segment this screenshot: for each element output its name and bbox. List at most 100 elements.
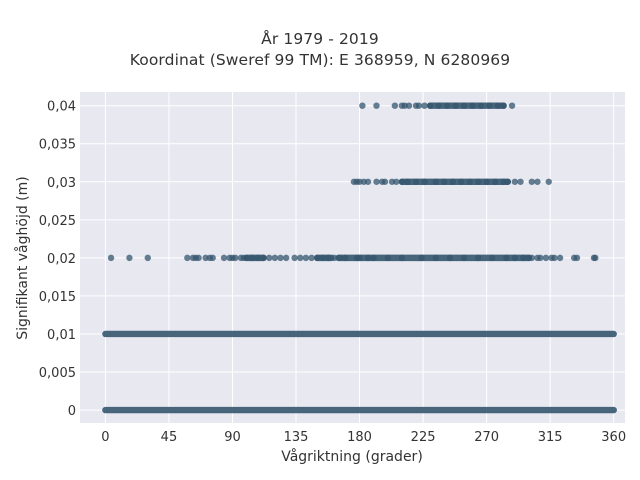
- data-point: [511, 254, 519, 262]
- tick-labels: 0 45 90 135 180 225 270 315 360 0 0,005 0,01 0,015 0,…: [39, 100, 626, 445]
- data-point: [291, 254, 298, 262]
- data-point: [418, 254, 425, 262]
- data-point: [545, 178, 552, 185]
- chart-title-line-1: År 1979 - 2019: [261, 30, 379, 48]
- data-point: [556, 254, 564, 262]
- data-point: [232, 254, 239, 262]
- x-tick-label: 270: [474, 430, 499, 445]
- data-point: [441, 178, 448, 185]
- data-point: [452, 102, 459, 109]
- data-point: [592, 254, 599, 262]
- data-point: [477, 102, 485, 109]
- data-point: [393, 178, 400, 185]
- data-point: [469, 102, 476, 109]
- data-point: [325, 254, 332, 262]
- x-tick-label: 180: [347, 430, 372, 445]
- data-point: [503, 254, 510, 262]
- data-point: [265, 254, 273, 262]
- data-point: [466, 178, 473, 185]
- data-point: [184, 254, 191, 262]
- data-point: [209, 254, 216, 262]
- x-tick-label: 135: [284, 430, 309, 445]
- x-tick-label: 90: [224, 430, 241, 445]
- data-point: [551, 254, 558, 262]
- y-tick-label: 0,005: [39, 366, 76, 381]
- data-point: [421, 102, 428, 109]
- chart-title-line-2: Koordinat (Sweref 99 TM): E 368959, N 62…: [129, 51, 511, 69]
- y-axis-label: Signifikant våghöjd (m): [14, 176, 31, 339]
- data-point: [277, 254, 284, 262]
- data-point: [314, 254, 321, 262]
- data-point: [330, 254, 338, 262]
- data-point: [384, 254, 391, 262]
- data-point: [342, 254, 349, 262]
- data-point: [364, 254, 372, 262]
- data-point: [107, 254, 115, 262]
- data-point: [381, 178, 389, 185]
- data-point: [282, 254, 290, 262]
- y-tick-label: 0,04: [47, 100, 76, 115]
- data-point: [483, 178, 490, 185]
- data-point: [486, 102, 493, 109]
- data-point: [364, 178, 372, 185]
- data-points: [102, 102, 617, 414]
- data-point: [460, 102, 468, 109]
- data-point: [537, 254, 544, 262]
- data-point: [500, 102, 507, 109]
- data-point: [271, 254, 279, 262]
- x-tick-label: 0: [101, 430, 109, 445]
- data-point: [126, 254, 133, 262]
- x-axis-label: Vågriktning (grader): [281, 448, 423, 465]
- data-point: [432, 254, 440, 262]
- data-point: [426, 102, 434, 109]
- data-point: [494, 102, 502, 109]
- data-point: [249, 254, 256, 262]
- dense-point-cluster: [102, 330, 617, 338]
- data-point: [220, 254, 228, 262]
- data-point: [297, 254, 304, 262]
- data-point: [474, 178, 482, 185]
- data-point: [520, 254, 527, 262]
- data-point: [449, 178, 456, 185]
- data-point: [528, 254, 536, 262]
- data-point: [415, 102, 423, 109]
- data-point: [446, 254, 454, 262]
- y-tick-label: 0,025: [39, 214, 76, 229]
- y-tick-label: 0,01: [47, 328, 76, 343]
- data-point: [474, 254, 482, 262]
- data-point: [504, 178, 512, 185]
- data-point: [373, 102, 380, 109]
- data-point: [336, 254, 343, 262]
- x-tick-label: 45: [161, 430, 178, 445]
- x-tick-label: 225: [411, 430, 436, 445]
- data-point: [458, 178, 465, 185]
- data-point: [373, 178, 380, 185]
- data-point: [254, 254, 262, 262]
- data-point: [542, 254, 550, 262]
- data-point: [398, 178, 406, 185]
- data-point: [398, 254, 406, 262]
- data-point: [319, 254, 327, 262]
- data-point: [359, 102, 366, 109]
- data-point: [528, 178, 536, 185]
- y-tick-label: 0,015: [39, 290, 76, 305]
- y-tick-label: 0,03: [47, 176, 76, 191]
- data-point: [511, 178, 519, 185]
- data-point: [491, 178, 499, 185]
- data-point: [195, 254, 202, 262]
- data-point: [573, 254, 581, 262]
- data-point: [302, 254, 310, 262]
- dense-point-cluster: [102, 406, 617, 414]
- data-point: [460, 254, 468, 262]
- data-point: [404, 178, 411, 185]
- data-point: [308, 254, 315, 262]
- data-point: [435, 102, 442, 109]
- data-point: [432, 178, 440, 185]
- data-point: [517, 178, 524, 185]
- data-point: [405, 102, 413, 109]
- data-point: [443, 102, 451, 109]
- data-point: [144, 254, 151, 262]
- data-point: [421, 178, 428, 185]
- data-point: [489, 254, 496, 262]
